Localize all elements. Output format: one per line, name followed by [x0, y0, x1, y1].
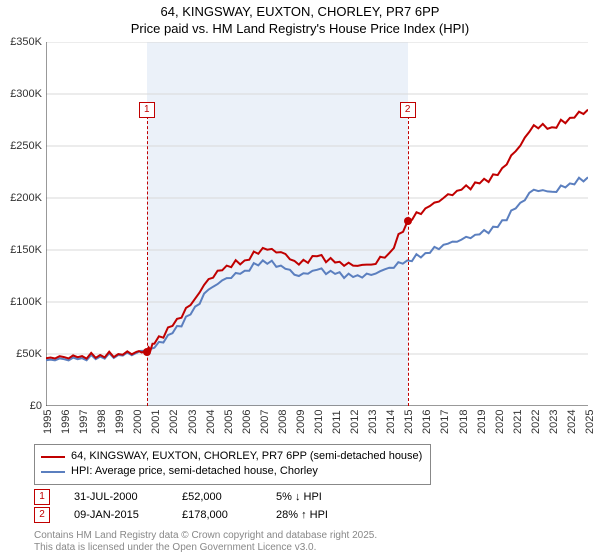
x-tick-label: 2009	[295, 410, 307, 434]
event-row-2: 2 09-JAN-2015 £178,000 28% ↑ HPI	[34, 506, 328, 524]
marker-line	[408, 116, 409, 406]
x-tick-label: 2018	[458, 410, 470, 434]
x-tick-label: 1996	[60, 410, 72, 434]
footer: Contains HM Land Registry data © Crown c…	[34, 530, 377, 554]
footer-line2: This data is licensed under the Open Gov…	[34, 542, 377, 554]
events-table: 1 31-JUL-2000 £52,000 5% ↓ HPI 2 09-JAN-…	[34, 488, 328, 524]
x-tick-label: 2013	[367, 410, 379, 434]
x-tick-label: 1995	[42, 410, 54, 434]
x-tick-label: 2022	[530, 410, 542, 434]
x-tick-label: 2002	[168, 410, 180, 434]
title-line1: 64, KINGSWAY, EUXTON, CHORLEY, PR7 6PP	[0, 4, 600, 21]
marker-box: 2	[400, 102, 416, 118]
x-tick-label: 2015	[403, 410, 415, 434]
x-tick-label: 2000	[132, 410, 144, 434]
x-tick-label: 2014	[385, 410, 397, 434]
event-delta-2: 28% ↑ HPI	[276, 509, 328, 521]
x-tick-label: 2006	[241, 410, 253, 434]
y-tick-label: £100K	[10, 296, 42, 308]
x-tick-label: 2020	[494, 410, 506, 434]
legend-swatch-property	[41, 456, 65, 458]
event-delta-1: 5% ↓ HPI	[276, 491, 322, 503]
y-tick-label: £250K	[10, 140, 42, 152]
footer-line1: Contains HM Land Registry data © Crown c…	[34, 530, 377, 542]
plot-area: 12	[46, 42, 588, 406]
x-tick-label: 2007	[259, 410, 271, 434]
legend-label-property: 64, KINGSWAY, EUXTON, CHORLEY, PR7 6PP (…	[71, 449, 422, 464]
x-tick-label: 2019	[476, 410, 488, 434]
y-tick-label: £350K	[10, 36, 42, 48]
x-tick-label: 2010	[313, 410, 325, 434]
event-marker-1: 1	[34, 489, 50, 505]
event-price-2: £178,000	[182, 509, 252, 521]
x-tick-label: 2005	[223, 410, 235, 434]
event-row-1: 1 31-JUL-2000 £52,000 5% ↓ HPI	[34, 488, 328, 506]
chart-container: 64, KINGSWAY, EUXTON, CHORLEY, PR7 6PP P…	[0, 0, 600, 560]
x-tick-label: 2008	[277, 410, 289, 434]
y-tick-label: £50K	[16, 348, 42, 360]
chart-title: 64, KINGSWAY, EUXTON, CHORLEY, PR7 6PP P…	[0, 0, 600, 38]
x-tick-label: 2024	[566, 410, 578, 434]
y-axis-labels: £0£50K£100K£150K£200K£250K£300K£350K	[0, 42, 44, 406]
x-tick-label: 2021	[512, 410, 524, 434]
x-tick-label: 2025	[584, 410, 596, 434]
x-tick-label: 2023	[548, 410, 560, 434]
x-tick-label: 2016	[421, 410, 433, 434]
event-price-1: £52,000	[182, 491, 252, 503]
event-date-2: 09-JAN-2015	[74, 509, 158, 521]
x-tick-label: 2011	[331, 410, 343, 434]
x-tick-label: 2004	[205, 410, 217, 434]
marker-box: 1	[139, 102, 155, 118]
x-tick-label: 2003	[187, 410, 199, 434]
y-tick-label: £300K	[10, 88, 42, 100]
legend: 64, KINGSWAY, EUXTON, CHORLEY, PR7 6PP (…	[34, 444, 431, 485]
x-tick-label: 1999	[114, 410, 126, 434]
y-tick-label: £0	[30, 400, 42, 412]
y-tick-label: £150K	[10, 244, 42, 256]
legend-swatch-hpi	[41, 471, 65, 473]
x-tick-label: 1998	[96, 410, 108, 434]
y-tick-label: £200K	[10, 192, 42, 204]
marker-dot	[143, 348, 151, 356]
x-tick-label: 2001	[150, 410, 162, 434]
marker-line	[147, 116, 148, 406]
plot-svg	[46, 42, 588, 406]
marker-dot	[404, 217, 412, 225]
x-tick-label: 2012	[349, 410, 361, 434]
x-tick-label: 2017	[439, 410, 451, 434]
legend-row-property: 64, KINGSWAY, EUXTON, CHORLEY, PR7 6PP (…	[41, 449, 422, 464]
x-tick-label: 1997	[78, 410, 90, 434]
x-axis-labels: 1995199619971998199920002001200220032004…	[46, 408, 588, 442]
title-line2: Price paid vs. HM Land Registry's House …	[0, 21, 600, 38]
legend-row-hpi: HPI: Average price, semi-detached house,…	[41, 464, 422, 479]
event-marker-2: 2	[34, 507, 50, 523]
legend-label-hpi: HPI: Average price, semi-detached house,…	[71, 464, 318, 479]
event-date-1: 31-JUL-2000	[74, 491, 158, 503]
